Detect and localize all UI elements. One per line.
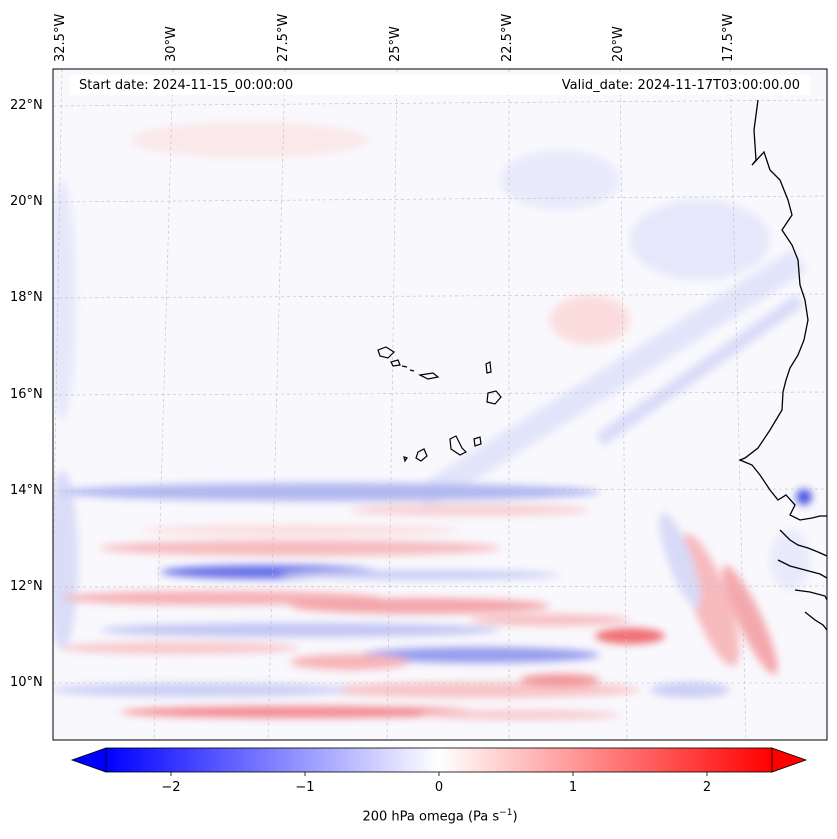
lat-label: 14°N xyxy=(10,483,43,498)
colorbar-gradient xyxy=(105,747,773,773)
colorbar-label-sup: −1 xyxy=(499,808,513,818)
coastline xyxy=(738,99,827,631)
map-frame xyxy=(52,68,828,741)
lon-label: 22.5°W xyxy=(500,13,515,62)
colorbar-label: 200 hPa omega (Pa s−1) xyxy=(0,808,837,824)
lon-label: 27.5°W xyxy=(276,13,291,62)
colorbar-label-main: 200 hPa omega (Pa s xyxy=(362,809,500,825)
cape-verde-islands xyxy=(377,346,502,463)
header-box xyxy=(70,75,810,95)
lat-label: 18°N xyxy=(10,290,43,305)
valid-date-label: Valid_date: 2024-11-17T03:00:00.00 xyxy=(561,78,800,93)
lat-label: 20°N xyxy=(10,194,43,209)
colorbar-tick-label: −1 xyxy=(295,780,315,795)
lon-label: 30°W xyxy=(164,26,179,62)
colorbar-tick-label: 2 xyxy=(702,780,712,795)
omega-field xyxy=(53,69,827,740)
colorbar-tick-label: 0 xyxy=(434,780,444,795)
lon-label: 20°W xyxy=(611,26,626,62)
colorbar-min-arrow xyxy=(70,747,107,773)
graticule xyxy=(53,69,827,740)
colorbar xyxy=(70,747,808,776)
lat-label: 12°N xyxy=(10,579,43,594)
lat-label: 10°N xyxy=(10,675,43,690)
colorbar-max-arrow xyxy=(771,747,808,773)
lon-label: 17.5°W xyxy=(721,13,736,62)
lat-label: 22°N xyxy=(10,98,43,113)
start-date-label: Start date: 2024-11-15_00:00:00 xyxy=(79,78,294,93)
lat-label: 16°N xyxy=(10,387,43,402)
colorbar-tick-label: 1 xyxy=(568,780,578,795)
lon-label: 25°W xyxy=(388,26,403,62)
colorbar-tick-label: −2 xyxy=(161,780,181,795)
colorbar-label-end: ) xyxy=(512,809,518,825)
lon-label: 32.5°W xyxy=(53,13,68,62)
